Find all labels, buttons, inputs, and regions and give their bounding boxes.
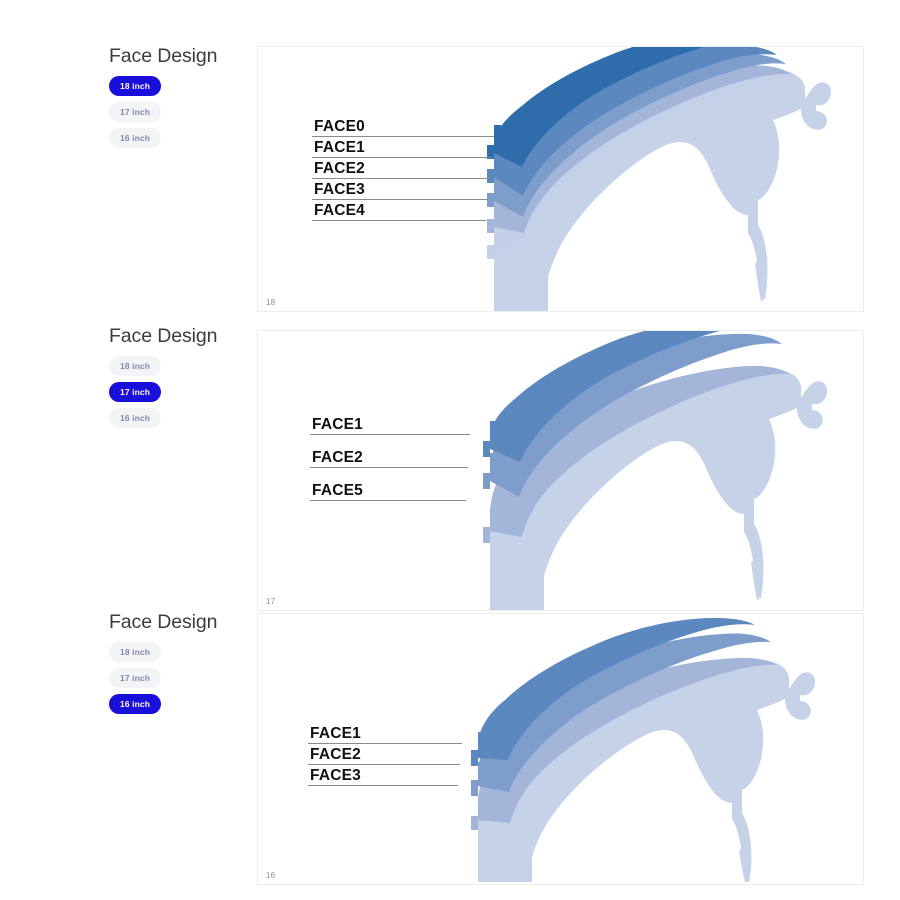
page-title-16: Face Design — [109, 611, 218, 633]
card-caption-18: 18 — [266, 298, 276, 307]
leader-face1-16: FACE1 — [308, 726, 462, 744]
leader-rule-face2-17 — [310, 467, 468, 468]
leader-label-face5-17: FACE5 — [312, 482, 363, 499]
size-selector-17: 18 inch 17 inch 16 inch — [109, 356, 161, 428]
section-left-column-18: Face Design 18 inch 17 inch 16 inch — [109, 44, 249, 148]
size-selector-18: 18 inch 17 inch 16 inch — [109, 76, 161, 148]
section-left-column-16: Face Design 18 inch 17 inch 16 inch — [109, 610, 249, 714]
card-caption-17: 17 — [266, 597, 276, 606]
leader-label-face2-16: FACE2 — [310, 746, 361, 763]
rim-profile-card-16: FACE1 FACE2 FACE3 16 — [257, 613, 864, 885]
leader-label-face4: FACE4 — [314, 202, 365, 219]
size-pill-17inch-3[interactable]: 17 inch — [109, 668, 161, 688]
size-pill-17inch[interactable]: 17 inch — [109, 102, 161, 122]
leader-face5-17: FACE5 — [310, 483, 466, 501]
size-pill-18inch[interactable]: 18 inch — [109, 76, 161, 96]
size-pill-18inch-3[interactable]: 18 inch — [109, 642, 161, 662]
size-pill-18inch-2[interactable]: 18 inch — [109, 356, 161, 376]
leader-label-face0: FACE0 — [314, 118, 365, 135]
section-left-column-17: Face Design 18 inch 17 inch 16 inch — [109, 324, 249, 428]
leader-rule-face4 — [312, 220, 486, 221]
leader-rule-face5-17 — [310, 500, 466, 501]
page-title-18: Face Design — [109, 45, 218, 67]
rim-profile-diagram-16 — [471, 618, 815, 882]
rim-profile-card-17: FACE1 FACE2 FACE5 17 — [257, 330, 864, 611]
leader-label-face1: FACE1 — [314, 139, 365, 156]
leader-rule-face0 — [312, 136, 494, 137]
leader-rule-face1-16 — [308, 743, 462, 744]
leader-label-face2: FACE2 — [314, 160, 365, 177]
leader-face2: FACE2 — [312, 161, 490, 179]
leader-label-face3: FACE3 — [314, 181, 365, 198]
size-pill-17inch-2[interactable]: 17 inch — [109, 382, 161, 402]
size-selector-16: 18 inch 17 inch 16 inch — [109, 642, 161, 714]
card-caption-16: 16 — [266, 871, 276, 880]
rim-profile-diagram-17 — [483, 331, 827, 610]
leader-face0: FACE0 — [312, 119, 494, 137]
leader-label-face1-17: FACE1 — [312, 416, 363, 433]
leader-rule-face3-16 — [308, 785, 458, 786]
leader-face1: FACE1 — [312, 140, 492, 158]
leader-rule-face2-16 — [308, 764, 460, 765]
leader-label-face3-16: FACE3 — [310, 767, 361, 784]
rim-profile-diagram-18 — [487, 47, 831, 311]
leader-rule-face2 — [312, 178, 490, 179]
leader-face3: FACE3 — [312, 182, 488, 200]
leader-rule-face1-17 — [310, 434, 470, 435]
page-title-17: Face Design — [109, 325, 218, 347]
leader-label-face2-17: FACE2 — [312, 449, 363, 466]
leader-rule-face1 — [312, 157, 492, 158]
leader-face4: FACE4 — [312, 203, 486, 221]
size-pill-16inch[interactable]: 16 inch — [109, 128, 161, 148]
leader-face3-16: FACE3 — [308, 768, 458, 786]
leader-label-face1-16: FACE1 — [310, 725, 361, 742]
rim-profile-card-18: FACE0 FACE1 FACE2 FACE3 FACE4 18 — [257, 46, 864, 312]
leader-face1-17: FACE1 — [310, 417, 470, 435]
leader-face2-16: FACE2 — [308, 747, 460, 765]
leader-face2-17: FACE2 — [310, 450, 468, 468]
leader-rule-face3 — [312, 199, 488, 200]
size-pill-16inch-3[interactable]: 16 inch — [109, 694, 161, 714]
size-pill-16inch-2[interactable]: 16 inch — [109, 408, 161, 428]
